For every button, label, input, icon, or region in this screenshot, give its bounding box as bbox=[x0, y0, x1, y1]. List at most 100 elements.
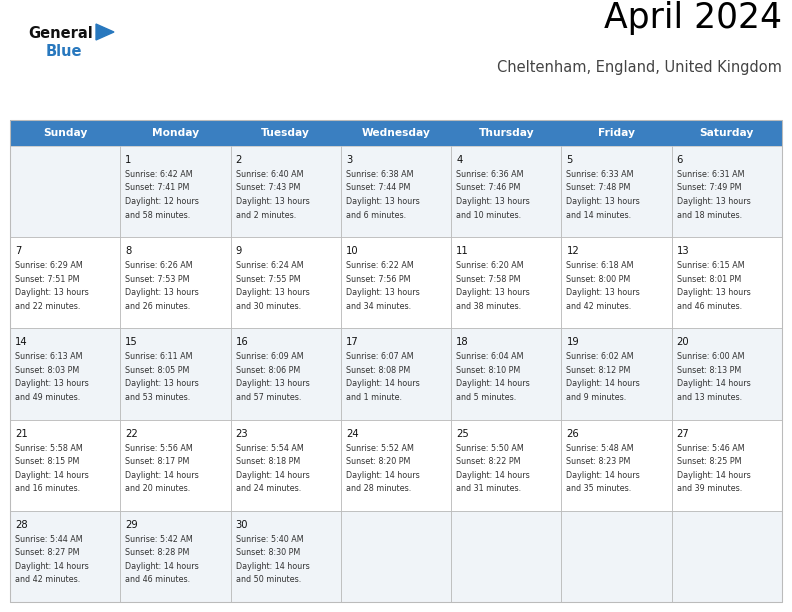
Text: Daylight: 12 hours: Daylight: 12 hours bbox=[125, 197, 199, 206]
Bar bbox=[672, 420, 782, 511]
Bar bbox=[672, 511, 782, 602]
Text: and 1 minute.: and 1 minute. bbox=[346, 393, 402, 402]
Text: and 2 minutes.: and 2 minutes. bbox=[235, 211, 296, 220]
Text: Sunset: 8:23 PM: Sunset: 8:23 PM bbox=[566, 457, 630, 466]
Text: and 10 minutes.: and 10 minutes. bbox=[456, 211, 521, 220]
Text: Daylight: 13 hours: Daylight: 13 hours bbox=[456, 197, 530, 206]
Bar bbox=[120, 237, 230, 329]
Text: Daylight: 13 hours: Daylight: 13 hours bbox=[235, 197, 310, 206]
Text: Sunrise: 6:11 AM: Sunrise: 6:11 AM bbox=[125, 353, 192, 362]
Text: Daylight: 13 hours: Daylight: 13 hours bbox=[346, 288, 420, 297]
Bar bbox=[341, 146, 451, 237]
Text: Sunset: 8:06 PM: Sunset: 8:06 PM bbox=[235, 366, 300, 375]
Bar bbox=[341, 329, 451, 420]
Text: Sunrise: 6:20 AM: Sunrise: 6:20 AM bbox=[456, 261, 524, 271]
Text: 2: 2 bbox=[235, 155, 242, 165]
Bar bbox=[230, 329, 341, 420]
Text: and 58 minutes.: and 58 minutes. bbox=[125, 211, 191, 220]
Text: Sunrise: 6:15 AM: Sunrise: 6:15 AM bbox=[676, 261, 744, 271]
Text: Sunset: 7:56 PM: Sunset: 7:56 PM bbox=[346, 275, 410, 284]
Text: Sunset: 7:53 PM: Sunset: 7:53 PM bbox=[125, 275, 190, 284]
Text: 14: 14 bbox=[15, 337, 28, 348]
Bar bbox=[120, 146, 230, 237]
Text: and 6 minutes.: and 6 minutes. bbox=[346, 211, 406, 220]
Bar bbox=[451, 146, 562, 237]
Text: Sunset: 7:48 PM: Sunset: 7:48 PM bbox=[566, 184, 630, 193]
Text: Friday: Friday bbox=[598, 128, 635, 138]
Bar bbox=[10, 237, 120, 329]
Bar bbox=[10, 146, 120, 237]
Bar bbox=[230, 511, 341, 602]
Text: 20: 20 bbox=[676, 337, 689, 348]
Text: 17: 17 bbox=[346, 337, 359, 348]
Bar bbox=[230, 146, 341, 237]
Text: Daylight: 13 hours: Daylight: 13 hours bbox=[676, 288, 751, 297]
Bar bbox=[451, 237, 562, 329]
Text: Sunset: 8:05 PM: Sunset: 8:05 PM bbox=[125, 366, 189, 375]
Bar bbox=[10, 420, 120, 511]
Bar bbox=[120, 329, 230, 420]
Bar bbox=[562, 511, 672, 602]
Bar bbox=[120, 237, 230, 329]
Text: Sunset: 7:43 PM: Sunset: 7:43 PM bbox=[235, 184, 300, 193]
Text: Sunrise: 5:50 AM: Sunrise: 5:50 AM bbox=[456, 444, 524, 453]
Text: Thursday: Thursday bbox=[478, 128, 534, 138]
Text: Daylight: 14 hours: Daylight: 14 hours bbox=[15, 471, 89, 480]
Text: and 14 minutes.: and 14 minutes. bbox=[566, 211, 631, 220]
Bar bbox=[10, 420, 120, 511]
Bar bbox=[672, 420, 782, 511]
Text: Sunrise: 5:54 AM: Sunrise: 5:54 AM bbox=[235, 444, 303, 453]
Text: Tuesday: Tuesday bbox=[261, 128, 310, 138]
Text: and 42 minutes.: and 42 minutes. bbox=[566, 302, 632, 311]
Text: 18: 18 bbox=[456, 337, 469, 348]
Text: Daylight: 13 hours: Daylight: 13 hours bbox=[15, 288, 89, 297]
Bar bbox=[341, 511, 451, 602]
Text: and 5 minutes.: and 5 minutes. bbox=[456, 393, 516, 402]
Text: and 34 minutes.: and 34 minutes. bbox=[346, 302, 411, 311]
Text: Daylight: 13 hours: Daylight: 13 hours bbox=[235, 288, 310, 297]
Text: Sunrise: 6:22 AM: Sunrise: 6:22 AM bbox=[346, 261, 413, 271]
Bar bbox=[120, 420, 230, 511]
Text: Sunset: 8:01 PM: Sunset: 8:01 PM bbox=[676, 275, 741, 284]
Bar bbox=[120, 511, 230, 602]
Bar bbox=[451, 237, 562, 329]
Bar bbox=[672, 146, 782, 237]
Text: Sunrise: 5:56 AM: Sunrise: 5:56 AM bbox=[125, 444, 193, 453]
Bar bbox=[451, 329, 562, 420]
Text: Sunset: 7:41 PM: Sunset: 7:41 PM bbox=[125, 184, 189, 193]
Bar bbox=[562, 237, 672, 329]
Bar bbox=[562, 146, 672, 237]
Text: Sunrise: 6:33 AM: Sunrise: 6:33 AM bbox=[566, 170, 634, 179]
Text: Sunset: 8:08 PM: Sunset: 8:08 PM bbox=[346, 366, 410, 375]
Text: 9: 9 bbox=[235, 246, 242, 256]
Text: Wednesday: Wednesday bbox=[362, 128, 430, 138]
Text: Daylight: 14 hours: Daylight: 14 hours bbox=[676, 471, 751, 480]
Text: Sunset: 8:27 PM: Sunset: 8:27 PM bbox=[15, 548, 79, 558]
Text: Daylight: 14 hours: Daylight: 14 hours bbox=[456, 379, 530, 389]
Bar bbox=[672, 329, 782, 420]
Bar bbox=[562, 511, 672, 602]
Text: Daylight: 14 hours: Daylight: 14 hours bbox=[235, 562, 310, 571]
Bar bbox=[562, 329, 672, 420]
Bar bbox=[341, 237, 451, 329]
Text: and 30 minutes.: and 30 minutes. bbox=[235, 302, 301, 311]
Bar bbox=[451, 420, 562, 511]
Text: Sunrise: 5:44 AM: Sunrise: 5:44 AM bbox=[15, 535, 82, 544]
Text: 26: 26 bbox=[566, 428, 579, 439]
Text: Saturday: Saturday bbox=[700, 128, 754, 138]
Text: and 53 minutes.: and 53 minutes. bbox=[125, 393, 191, 402]
Text: Sunset: 8:12 PM: Sunset: 8:12 PM bbox=[566, 366, 630, 375]
Text: Sunset: 8:00 PM: Sunset: 8:00 PM bbox=[566, 275, 630, 284]
Text: Sunrise: 6:04 AM: Sunrise: 6:04 AM bbox=[456, 353, 524, 362]
Text: Daylight: 13 hours: Daylight: 13 hours bbox=[456, 288, 530, 297]
Text: Sunrise: 6:00 AM: Sunrise: 6:00 AM bbox=[676, 353, 744, 362]
Text: and 28 minutes.: and 28 minutes. bbox=[346, 484, 411, 493]
Text: Sunrise: 6:42 AM: Sunrise: 6:42 AM bbox=[125, 170, 193, 179]
Text: and 18 minutes.: and 18 minutes. bbox=[676, 211, 742, 220]
Bar bbox=[451, 420, 562, 511]
Text: Sunset: 7:51 PM: Sunset: 7:51 PM bbox=[15, 275, 79, 284]
Bar bbox=[230, 237, 341, 329]
Text: Sunset: 7:58 PM: Sunset: 7:58 PM bbox=[456, 275, 520, 284]
Text: 5: 5 bbox=[566, 155, 573, 165]
Text: Daylight: 14 hours: Daylight: 14 hours bbox=[566, 471, 640, 480]
